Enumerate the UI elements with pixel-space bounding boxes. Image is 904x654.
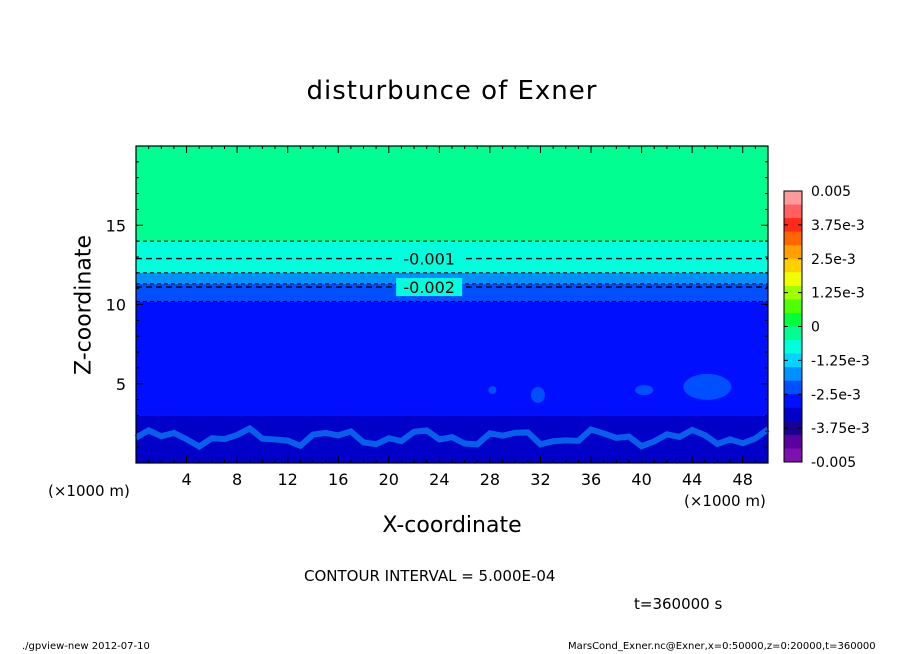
contour-lines: -0.001 -0.002 <box>136 240 768 302</box>
footer-left: ./gpview-new 2012-07-10 <box>22 641 150 652</box>
y-axis-label: Z-coordinate <box>71 235 97 375</box>
colorbar-swatch-15 <box>784 394 802 409</box>
chart-title: disturbunce of Exner <box>306 76 598 106</box>
colorbar-swatch-16 <box>784 407 802 422</box>
colorbar-swatch-14 <box>784 380 802 395</box>
y-tick-label-2: 15 <box>106 216 126 235</box>
x-unit-label-right: (×1000 m) <box>684 492 766 510</box>
x-tick-label-0: 4 <box>181 470 191 489</box>
lower-band-texture <box>134 424 770 451</box>
colorbar-swatch-2 <box>784 218 802 233</box>
x-tick-label-7: 32 <box>530 470 550 489</box>
y-tick-label-1: 10 <box>106 296 126 315</box>
colorbar-swatch-8 <box>784 299 802 314</box>
x-tick-label-10: 44 <box>682 470 702 489</box>
time-label: t=360000 s <box>634 595 723 613</box>
colorbar-label-2: 2.5e-3 <box>811 252 856 268</box>
colorbar-swatch-17 <box>784 421 802 436</box>
colorbar-swatch-18 <box>784 434 802 449</box>
colorbar-swatch-10 <box>784 326 802 341</box>
cell-3 <box>683 373 732 400</box>
contour-label-0: -0.001 <box>403 250 455 269</box>
contour-band-4 <box>136 301 768 416</box>
colorbar-swatch-1 <box>784 204 802 219</box>
colorbar-swatch-3 <box>784 231 802 246</box>
colorbar-label-4: 0 <box>811 320 820 336</box>
contour-band-0 <box>136 146 768 242</box>
cell-2 <box>635 385 654 396</box>
colorbar-swatch-6 <box>784 272 802 287</box>
colorbar-swatch-7 <box>784 285 802 300</box>
colorbar: 0.005 3.75e-3 2.5e-3 1.25e-3 0 -1.25e-3 -2.5e-… <box>783 184 870 471</box>
colorbar-label-3: 1.25e-3 <box>811 286 865 302</box>
contour-label-bg-0 <box>396 249 463 268</box>
x-axis-label: X-coordinate <box>382 513 522 538</box>
x-tick-label-11: 48 <box>733 470 753 489</box>
y-tick-label-0: 5 <box>116 375 126 394</box>
colorbar-swatch-13 <box>784 367 802 382</box>
colorbar-swatch-19 <box>784 448 802 463</box>
footer-right: MarsCond_Exner.nc@Exner,x=0:50000,z=0:20… <box>568 641 876 652</box>
colorbar-swatch-5 <box>784 258 802 273</box>
colorbar-swatch-0 <box>784 191 802 206</box>
x-tick-label-9: 40 <box>631 470 651 489</box>
x-tick-label-5: 24 <box>429 470 449 489</box>
colorbar-swatch-11 <box>784 340 802 355</box>
cell-1 <box>530 386 545 403</box>
colorbar-label-6: -2.5e-3 <box>811 387 861 403</box>
colorbar-swatch-12 <box>784 353 802 368</box>
colorbar-label-1: 3.75e-3 <box>811 218 865 234</box>
x-tick-label-6: 28 <box>480 470 500 489</box>
x-tick-label-4: 20 <box>379 470 399 489</box>
colorbar-label-5: -1.25e-3 <box>811 353 870 369</box>
colorbar-swatch-9 <box>784 312 802 327</box>
colorbar-label-7: -3.75e-3 <box>811 421 870 437</box>
colorbar-label-8: -0.005 <box>811 455 856 471</box>
x-tick-label-2: 12 <box>278 470 298 489</box>
x-tick-label-8: 36 <box>581 470 601 489</box>
plot-area <box>134 146 770 463</box>
colorbar-label-0: 0.005 <box>811 184 851 200</box>
colorbar-swatch-4 <box>784 245 802 260</box>
contour-label-bg-1 <box>396 278 463 297</box>
contour-interval-note: CONTOUR INTERVAL = 5.000E-04 <box>304 567 556 585</box>
x-tick-label-1: 8 <box>232 470 242 489</box>
x-unit-label-left: (×1000 m) <box>48 482 130 500</box>
contour-label-1: -0.002 <box>403 278 455 297</box>
cell-0 <box>488 386 497 395</box>
x-tick-label-3: 16 <box>328 470 348 489</box>
